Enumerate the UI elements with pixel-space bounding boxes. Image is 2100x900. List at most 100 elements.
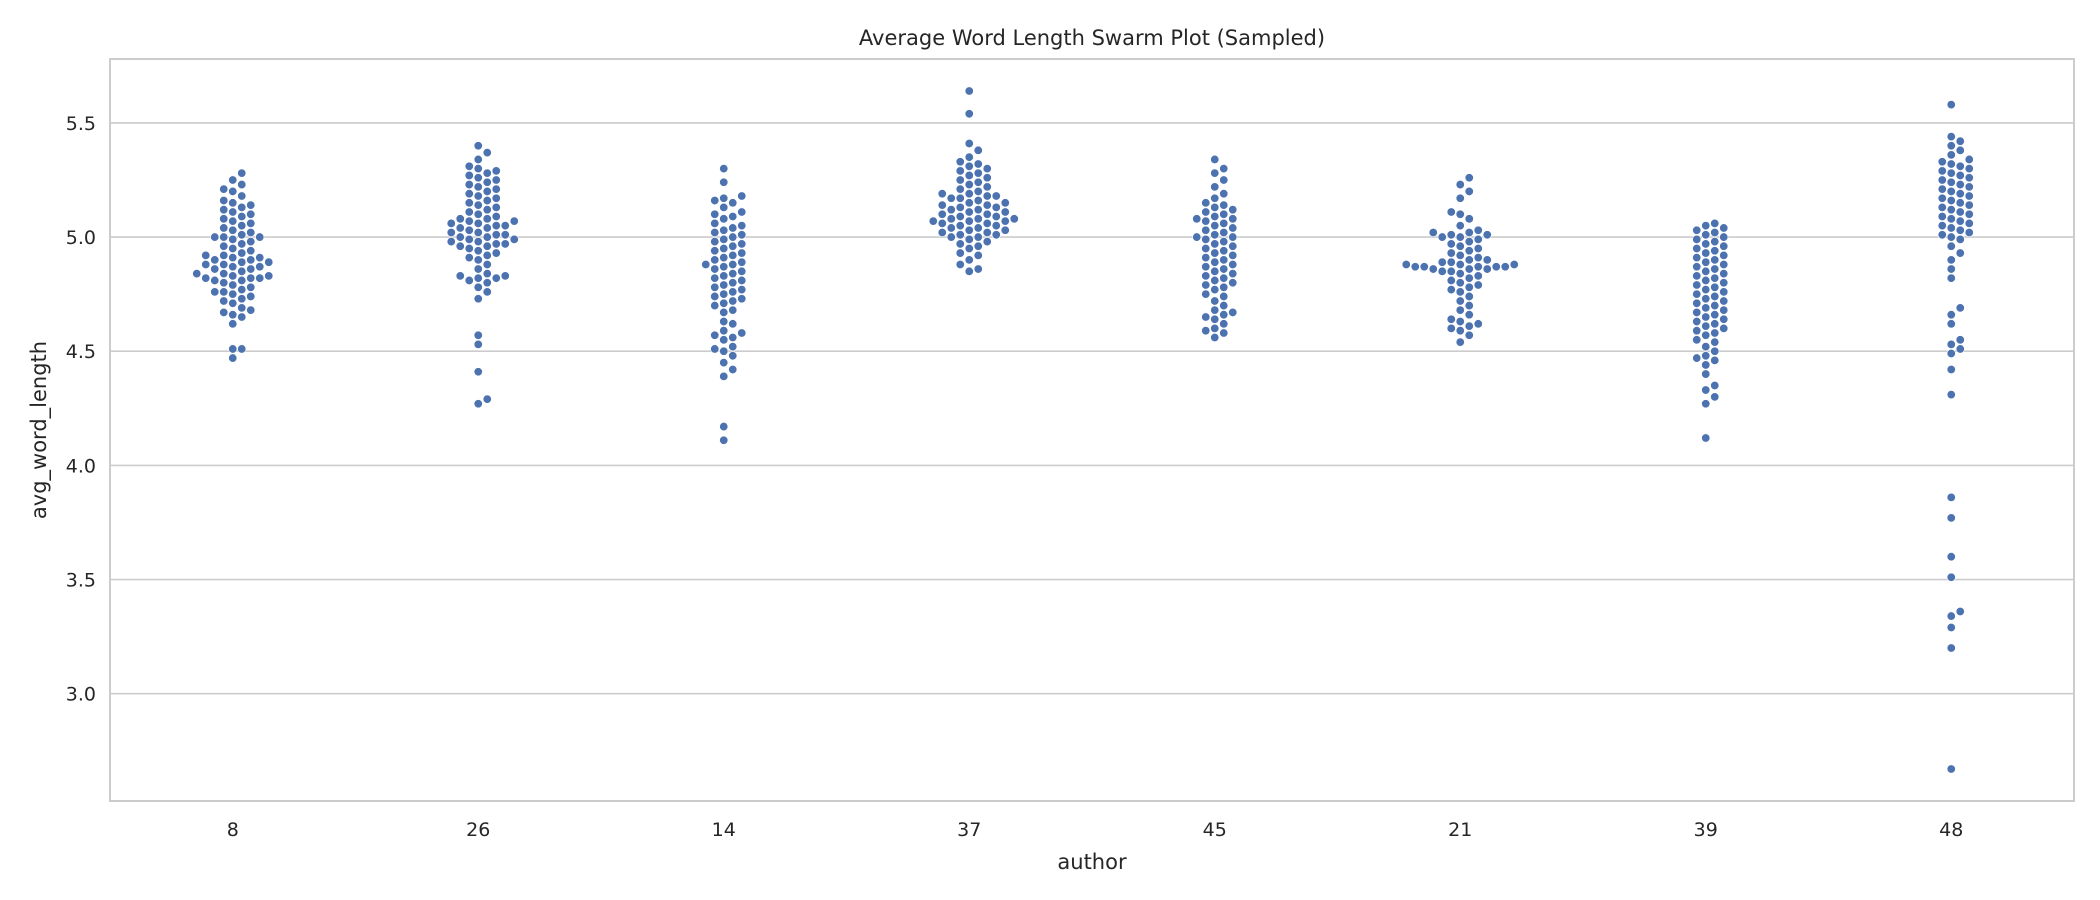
data-point	[1946, 390, 1956, 400]
data-point	[710, 255, 720, 265]
data-point	[973, 186, 983, 196]
data-point	[201, 273, 211, 283]
data-point	[1201, 262, 1211, 272]
data-point	[1955, 136, 1965, 146]
data-point	[1955, 225, 1965, 235]
data-point	[464, 180, 474, 190]
data-point	[219, 232, 229, 242]
data-point	[973, 205, 983, 215]
data-point	[1946, 339, 1956, 349]
data-point	[1428, 228, 1438, 238]
data-point	[1491, 262, 1501, 272]
data-point	[201, 259, 211, 269]
data-point	[701, 259, 711, 269]
data-point	[1455, 337, 1465, 347]
data-point	[737, 294, 747, 304]
data-point	[737, 257, 747, 267]
data-point	[491, 239, 501, 249]
data-point	[1692, 262, 1702, 272]
data-point	[1692, 335, 1702, 345]
data-point	[1455, 317, 1465, 327]
data-point	[1692, 298, 1702, 308]
data-point	[500, 271, 510, 281]
data-point	[464, 234, 474, 244]
data-point	[482, 250, 492, 260]
data-point	[1219, 200, 1229, 210]
data-point	[1719, 287, 1729, 297]
data-point	[237, 294, 247, 304]
data-point	[1228, 241, 1238, 251]
data-point	[1210, 257, 1220, 267]
data-point	[446, 228, 456, 238]
data-point	[246, 228, 256, 238]
data-point	[237, 230, 247, 240]
data-point	[473, 173, 483, 183]
data-point	[1692, 307, 1702, 317]
data-point	[1710, 264, 1720, 274]
data-point	[1201, 280, 1211, 290]
data-point	[219, 296, 229, 306]
data-point	[1701, 285, 1711, 295]
data-point	[1446, 285, 1456, 295]
data-point	[1473, 253, 1483, 263]
x-tick-label: 26	[466, 819, 490, 841]
data-point	[973, 223, 983, 233]
data-point	[210, 275, 220, 285]
data-point	[1964, 182, 1974, 192]
data-point	[482, 205, 492, 215]
data-point	[1464, 273, 1474, 283]
data-point	[201, 250, 211, 260]
data-point	[1228, 205, 1238, 215]
data-point	[1464, 228, 1474, 238]
data-point	[1210, 154, 1220, 164]
data-point	[964, 216, 974, 226]
data-point	[473, 237, 483, 247]
data-point	[464, 253, 474, 263]
data-point	[737, 285, 747, 295]
data-point	[464, 189, 474, 199]
data-point	[1464, 237, 1474, 247]
data-point	[728, 364, 738, 374]
data-point	[982, 173, 992, 183]
data-point	[973, 232, 983, 242]
data-point	[228, 175, 238, 185]
data-point	[482, 287, 492, 297]
data-point	[219, 214, 229, 224]
data-point	[210, 287, 220, 297]
data-point	[1446, 257, 1456, 267]
data-point	[1455, 193, 1465, 203]
data-point	[737, 191, 747, 201]
data-point	[710, 301, 720, 311]
data-point	[946, 214, 956, 224]
data-point	[246, 200, 256, 210]
data-point	[710, 209, 720, 219]
data-point	[1201, 216, 1211, 226]
data-point	[1710, 291, 1720, 301]
data-point	[1937, 166, 1947, 176]
data-point	[1509, 259, 1519, 269]
data-point	[491, 166, 501, 176]
data-point	[210, 255, 220, 265]
data-point	[228, 253, 238, 263]
data-point	[1228, 214, 1238, 224]
data-point	[964, 243, 974, 253]
data-point	[1000, 198, 1010, 208]
data-point	[1955, 198, 1965, 208]
data-point	[1719, 305, 1729, 315]
data-point	[228, 198, 238, 208]
data-point	[937, 189, 947, 199]
data-point	[473, 255, 483, 265]
data-point	[719, 225, 729, 235]
data-point	[228, 186, 238, 196]
data-point	[473, 264, 483, 274]
data-point	[228, 234, 238, 244]
plot-frame	[109, 58, 2075, 802]
data-point	[1719, 250, 1729, 260]
data-point	[500, 221, 510, 231]
data-point	[464, 216, 474, 226]
data-point	[728, 305, 738, 315]
data-point	[973, 196, 983, 206]
data-point	[1464, 282, 1474, 292]
data-point	[955, 193, 965, 203]
